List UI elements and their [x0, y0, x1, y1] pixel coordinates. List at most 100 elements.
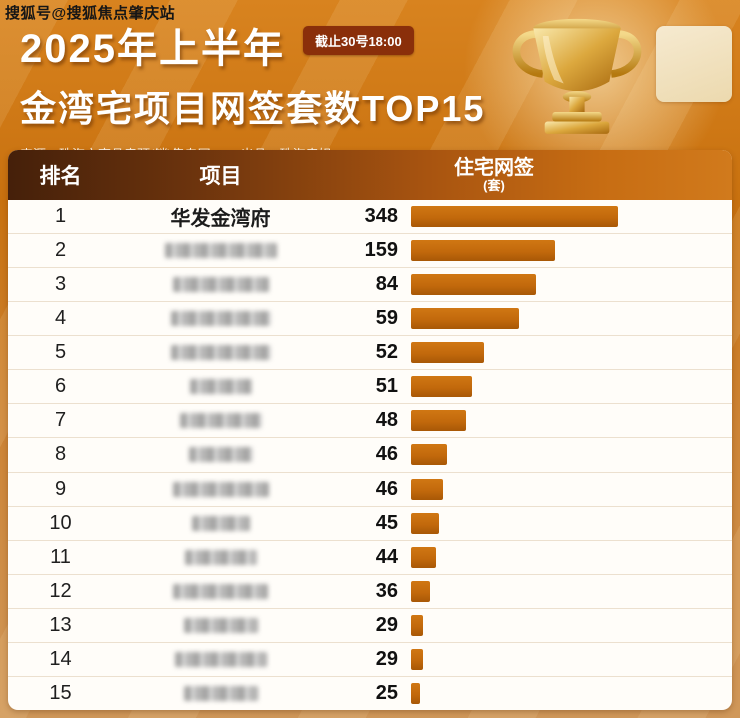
project-name: [113, 277, 328, 293]
project-name: 华发金湾府: [170, 208, 271, 231]
bar-cell: [408, 274, 732, 296]
table-row: 10 45: [8, 507, 732, 541]
project-name: [113, 549, 328, 565]
blurred-project-name: [184, 549, 257, 565]
bar: [411, 512, 439, 534]
table-header: 排名 项目 住宅网签 (套): [8, 150, 732, 200]
col-value-line1: 住宅网签: [454, 156, 534, 179]
table-row: 9 46: [8, 473, 732, 507]
bar-cell: [408, 376, 732, 398]
rank-cell: 4: [54, 307, 67, 330]
bar-cell: [408, 512, 732, 534]
bar-cell: [408, 648, 732, 670]
bar-cell: [408, 444, 732, 466]
cutoff-badge: 截止30号18:00: [302, 26, 414, 55]
rank-cell: 10: [49, 511, 72, 534]
value-cell: 29: [375, 613, 398, 636]
table-row: 14 29: [8, 643, 732, 677]
watermark: 搜狐号@搜狐焦点肇庆站: [5, 5, 176, 22]
table-row: 7 48: [8, 404, 732, 439]
rank-cell: 8: [54, 443, 67, 466]
project-name: [113, 243, 328, 259]
blurred-project-name: [189, 379, 252, 395]
value-cell: 51: [375, 375, 398, 398]
rank-cell: 1: [54, 205, 67, 228]
bar: [411, 410, 466, 432]
ranking-panel: 排名 项目 住宅网签 (套) 1 华发金湾府 348 2 159 3 84 4 …: [8, 150, 732, 710]
value-cell: 25: [375, 681, 398, 704]
project-name: [113, 617, 328, 633]
project-name: [113, 311, 328, 327]
table-row: 11 44: [8, 541, 732, 575]
rank-cell: 15: [49, 681, 72, 704]
blurred-project-name: [172, 277, 269, 293]
bar: [411, 376, 472, 398]
bar: [411, 682, 420, 704]
table-row: 2 159: [8, 234, 732, 269]
col-project: 项目: [199, 165, 242, 188]
header: 2025年上半年 截止30号18:00 金湾宅项目网签套数TOP15 来源：珠海…: [0, 0, 740, 162]
bar-cell: [408, 614, 732, 636]
value-cell: 59: [375, 307, 398, 330]
bar: [411, 614, 423, 636]
blurred-project-name: [191, 515, 250, 531]
bar: [411, 308, 519, 330]
project-name: [113, 447, 328, 463]
value-cell: 44: [375, 545, 398, 568]
rank-cell: 11: [50, 545, 71, 568]
rank-cell: 13: [49, 613, 72, 636]
value-cell: 84: [375, 273, 398, 296]
value-cell: 46: [375, 443, 398, 466]
value-cell: 45: [375, 511, 398, 534]
bar-cell: [408, 308, 732, 330]
bar-cell: [408, 240, 732, 262]
blurred-project-name: [172, 481, 269, 497]
project-name: [113, 685, 328, 701]
rank-cell: 7: [54, 409, 67, 432]
project-name: [113, 345, 328, 361]
bar-cell: [408, 478, 732, 500]
rank-cell: 2: [54, 239, 67, 262]
table-row: 13 29: [8, 609, 732, 643]
table-row: 8 46: [8, 438, 732, 473]
blurred-project-name: [173, 583, 268, 599]
project-name: [113, 515, 328, 531]
blurred-project-name: [164, 243, 277, 259]
table-row: 5 52: [8, 336, 732, 371]
bar-cell: [408, 410, 732, 432]
value-cell: 46: [375, 477, 398, 500]
bar: [411, 342, 484, 364]
bar: [411, 444, 447, 466]
project-name: [113, 379, 328, 395]
bar: [411, 478, 443, 500]
col-rank: 排名: [39, 165, 82, 188]
rank-cell: 14: [49, 647, 72, 670]
value-cell: 52: [375, 341, 398, 364]
blurred-project-name: [183, 617, 258, 633]
table-row: 12 36: [8, 575, 732, 609]
project-name: [113, 651, 328, 667]
table-row: 15 25: [8, 677, 732, 710]
blurred-project-name: [183, 685, 258, 701]
bar-cell: [408, 580, 732, 602]
value-cell: 159: [364, 239, 398, 262]
title-line1: 2025年上半年: [20, 27, 285, 71]
bar-cell: [408, 546, 732, 568]
blurred-project-name: [188, 447, 253, 463]
bar: [411, 648, 423, 670]
rank-cell: 9: [54, 477, 67, 500]
table-row: 6 51: [8, 370, 732, 405]
value-cell: 29: [375, 647, 398, 670]
col-value-line2: (套): [483, 177, 505, 193]
value-cell: 348: [364, 205, 398, 228]
bar-cell: [408, 682, 732, 704]
col-value: 住宅网签 (套): [328, 156, 732, 193]
table-row: 3 84: [8, 268, 732, 303]
table-body: 1 华发金湾府 348 2 159 3 84 4 59 5 52 6 51 7 …: [8, 200, 732, 710]
blurred-project-name: [170, 345, 271, 361]
rank-cell: 5: [54, 341, 67, 364]
project-name: [113, 481, 328, 497]
bar: [411, 274, 536, 296]
project-name: [113, 583, 328, 599]
rank-cell: 3: [54, 273, 67, 296]
